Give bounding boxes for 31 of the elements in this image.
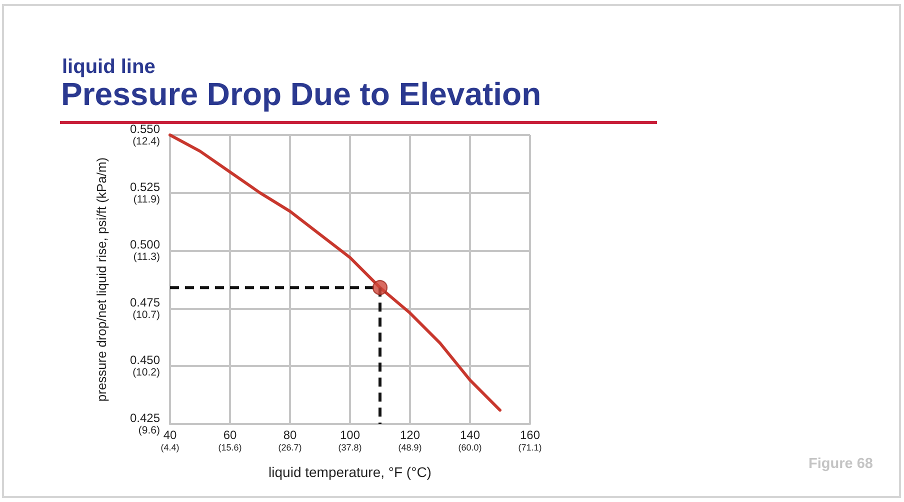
x-axis-title: liquid temperature, °F (°C)	[268, 464, 432, 480]
y-tick-label: 0.525	[130, 180, 160, 194]
x2-tick-label: (48.9)	[398, 442, 422, 452]
y2-tick-label: (11.3)	[133, 251, 160, 264]
y-tick-label: 0.450	[130, 353, 160, 368]
x-tick-label: 120	[400, 428, 420, 442]
x2-tick-label: (71.1)	[518, 442, 542, 452]
x-tick-label: 100	[340, 428, 360, 442]
y2-tick-label: (10.7)	[132, 308, 160, 321]
y2-tick-label: (10.2)	[132, 366, 160, 379]
chart-subtitle: liquid line	[62, 56, 156, 79]
y2-tick-label: (9.6)	[138, 424, 160, 436]
y-tick-label: 0.500	[130, 238, 160, 252]
x-tick-label: 160	[520, 428, 540, 442]
x-tick-label: 60	[223, 428, 237, 442]
y-tick-label: 0.425	[130, 411, 160, 425]
y-axis-title: pressure drop/net liquid rise, psi/ft (kPa/m)	[94, 157, 109, 402]
x2-tick-label: (26.7)	[278, 442, 302, 452]
x2-tick-label: (4.4)	[160, 442, 180, 452]
y-tick-label: 0.550	[130, 122, 160, 136]
y-tick-label: 0.475	[130, 295, 160, 310]
y2-tick-label: (12.4)	[132, 136, 160, 148]
x2-tick-label: (37.8)	[338, 442, 362, 452]
chart-title: Pressure Drop Due to Elevation	[61, 76, 542, 113]
caption: Figure 68	[808, 456, 873, 472]
x-tick-label: 80	[283, 428, 297, 442]
y2-tick-label: (11.9)	[133, 193, 160, 206]
x2-tick-label: (60.0)	[458, 442, 482, 452]
x-tick-label: 40	[163, 428, 177, 442]
x2-tick-label: (15.6)	[218, 442, 242, 452]
x-tick-label: 140	[460, 428, 480, 442]
